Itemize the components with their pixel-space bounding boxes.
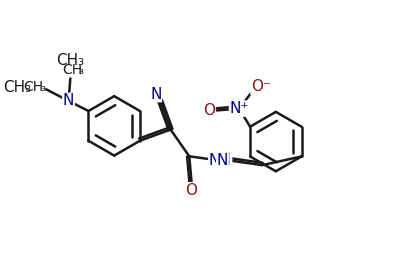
Text: ₃: ₃ <box>40 81 45 94</box>
Text: CH₃: CH₃ <box>56 53 84 68</box>
Text: NH: NH <box>209 153 232 168</box>
Text: CH₃: CH₃ <box>3 80 31 95</box>
Text: O⁻: O⁻ <box>251 79 271 94</box>
Text: N⁺: N⁺ <box>230 101 249 116</box>
Text: N: N <box>217 153 228 168</box>
Text: O: O <box>186 183 198 198</box>
Text: ₃: ₃ <box>79 64 84 77</box>
Text: CH: CH <box>62 63 82 77</box>
Text: CH: CH <box>23 81 44 95</box>
Text: O: O <box>203 103 215 118</box>
Text: N: N <box>150 87 162 102</box>
Text: N: N <box>63 93 74 108</box>
